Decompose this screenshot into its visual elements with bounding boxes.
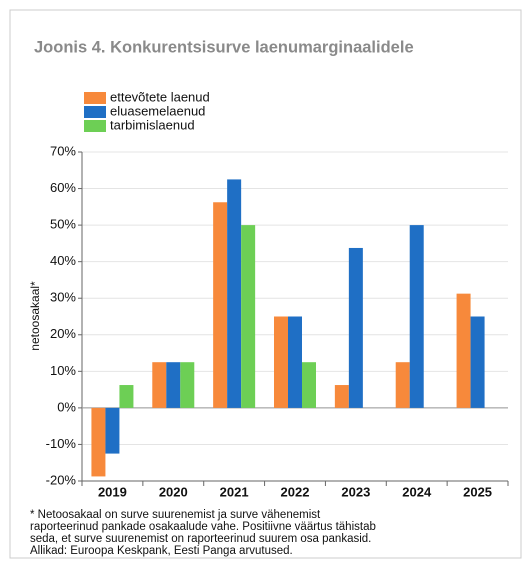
y-tick-label: 50% bbox=[50, 217, 76, 232]
bar bbox=[409, 225, 424, 408]
x-tick-label: 2023 bbox=[341, 484, 370, 499]
bar bbox=[213, 202, 228, 408]
footnote: Allikad: Euroopa Keskpank, Eesti Panga a… bbox=[30, 545, 293, 557]
footnote: * Netoosakaal on surve suurenemist ja su… bbox=[30, 509, 321, 521]
y-axis-label: netoosakaal* bbox=[28, 281, 42, 351]
x-tick-label: 2022 bbox=[281, 484, 310, 499]
bar bbox=[241, 225, 256, 408]
legend-label: eluasemelaenud bbox=[110, 103, 205, 118]
x-tick-label: 2020 bbox=[159, 484, 188, 499]
y-tick-label: -10% bbox=[46, 436, 77, 451]
bar bbox=[152, 362, 167, 408]
bar bbox=[119, 385, 134, 408]
bar bbox=[288, 316, 302, 408]
x-tick-label: 2024 bbox=[402, 484, 432, 499]
y-tick-label: 10% bbox=[50, 363, 76, 378]
bar bbox=[105, 407, 120, 454]
legend-label: ettevõtete laenud bbox=[110, 89, 210, 104]
y-tick-label: 70% bbox=[50, 143, 76, 158]
bar bbox=[227, 179, 242, 408]
legend-swatch bbox=[84, 92, 106, 104]
legend-label: tarbimislaenud bbox=[110, 117, 195, 132]
y-tick-label: 30% bbox=[50, 290, 76, 305]
bar bbox=[91, 407, 106, 477]
y-tick-label: 40% bbox=[50, 253, 76, 268]
bar bbox=[166, 362, 181, 408]
y-tick-label: 0% bbox=[57, 399, 76, 414]
legend-swatch bbox=[84, 120, 106, 132]
footnote: raporteerinud pankade osakaalude vahe. P… bbox=[30, 521, 376, 533]
y-tick-label: 20% bbox=[50, 326, 76, 341]
bar bbox=[302, 362, 316, 408]
chart-title: Joonis 4. Konkurentsisurve laenumarginaa… bbox=[34, 38, 414, 56]
bar bbox=[334, 385, 349, 408]
bar bbox=[395, 362, 410, 408]
bar bbox=[456, 293, 471, 408]
x-tick-label: 2019 bbox=[98, 484, 127, 499]
bar bbox=[348, 247, 363, 408]
legend-swatch bbox=[84, 106, 106, 118]
x-tick-label: 2021 bbox=[220, 484, 249, 499]
x-tick-label: 2025 bbox=[463, 484, 492, 499]
bar bbox=[470, 316, 485, 408]
bar bbox=[180, 362, 195, 408]
y-tick-label: 60% bbox=[50, 180, 76, 195]
footnote: seda, et surve suurenemist on raporteeri… bbox=[30, 533, 371, 545]
bar bbox=[274, 316, 288, 408]
y-tick-label: -20% bbox=[46, 472, 77, 487]
